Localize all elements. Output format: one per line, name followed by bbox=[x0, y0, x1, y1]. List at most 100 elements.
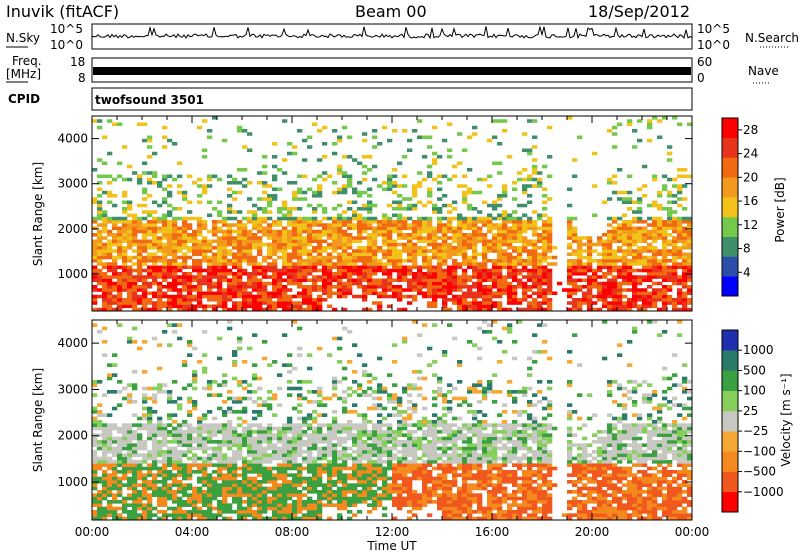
velocity-cell bbox=[167, 396, 173, 401]
power-cell bbox=[392, 252, 398, 257]
velocity-cell bbox=[282, 513, 288, 517]
power-cell bbox=[202, 268, 208, 273]
power-cell bbox=[507, 262, 513, 266]
power-cell bbox=[102, 249, 108, 253]
velocity-cell bbox=[97, 423, 103, 427]
velocity-cell bbox=[322, 496, 328, 501]
power-cell bbox=[157, 220, 163, 224]
velocity-cell bbox=[337, 440, 343, 444]
velocity-cell bbox=[92, 473, 98, 477]
power-cell bbox=[322, 223, 328, 227]
velocity-cell bbox=[177, 510, 183, 514]
velocity-cell bbox=[317, 483, 323, 487]
power-cell bbox=[182, 288, 188, 292]
power-cell bbox=[437, 262, 443, 266]
power-cell bbox=[107, 200, 113, 205]
power-cell bbox=[617, 259, 623, 263]
power-cell bbox=[107, 233, 113, 237]
velocity-cell bbox=[102, 413, 108, 417]
velocity-cell bbox=[207, 433, 213, 437]
power-cell bbox=[682, 304, 688, 309]
power-cell bbox=[527, 220, 533, 224]
velocity-cell bbox=[177, 466, 183, 471]
power-cell bbox=[227, 236, 233, 240]
power-cell bbox=[667, 252, 673, 257]
power-cell bbox=[517, 239, 523, 244]
power-cell bbox=[397, 207, 403, 211]
velocity-cell bbox=[227, 446, 233, 451]
velocity-cell bbox=[242, 443, 248, 447]
power-cell bbox=[317, 268, 323, 273]
power-cell bbox=[647, 268, 653, 273]
velocity-cell bbox=[337, 456, 343, 461]
power-cell bbox=[267, 236, 273, 240]
velocity-cell bbox=[197, 433, 203, 437]
power-cell bbox=[507, 294, 513, 299]
power-cell bbox=[172, 288, 178, 292]
velocity-cell bbox=[217, 476, 223, 481]
power-cell bbox=[682, 307, 688, 312]
power-cell bbox=[207, 298, 213, 302]
power-cell bbox=[127, 213, 133, 218]
power-cell bbox=[327, 262, 333, 266]
power-cell bbox=[237, 220, 243, 224]
power-cell bbox=[577, 135, 583, 140]
power-cell bbox=[522, 239, 528, 244]
velocity-cell bbox=[92, 450, 98, 454]
power-cell bbox=[282, 291, 288, 296]
power-cell bbox=[652, 291, 658, 296]
power-cell bbox=[142, 259, 148, 263]
power-cell bbox=[147, 229, 153, 234]
power-cell bbox=[507, 272, 513, 276]
velocity-cell bbox=[207, 506, 213, 511]
power-cell bbox=[202, 148, 208, 153]
power-cell bbox=[547, 268, 553, 273]
power-cell bbox=[297, 265, 303, 270]
velocity-cell bbox=[352, 486, 358, 491]
velocity-cell bbox=[117, 480, 123, 484]
power-cell bbox=[457, 242, 463, 247]
power-cell bbox=[437, 281, 443, 286]
velocity-cell bbox=[167, 493, 173, 497]
power-cell bbox=[257, 239, 263, 244]
power-cell bbox=[152, 239, 158, 244]
velocity-cell bbox=[147, 483, 153, 487]
power-cell bbox=[572, 291, 578, 296]
power-cell bbox=[677, 252, 683, 257]
power-cell bbox=[477, 291, 483, 296]
velocity-cell bbox=[252, 390, 258, 394]
power-cell bbox=[372, 164, 378, 169]
velocity-cell bbox=[197, 360, 203, 364]
velocity-cell bbox=[152, 386, 158, 391]
power-cell bbox=[442, 275, 448, 279]
power-cell bbox=[342, 229, 348, 234]
power-cell bbox=[252, 255, 258, 260]
velocity-cell bbox=[242, 490, 248, 494]
power-cell bbox=[462, 294, 468, 299]
velocity-cell bbox=[332, 446, 338, 451]
power-cell bbox=[262, 197, 268, 201]
power-cell bbox=[542, 255, 548, 260]
power-cell bbox=[617, 223, 623, 227]
velocity-cell bbox=[127, 513, 133, 517]
velocity-cell bbox=[152, 480, 158, 484]
velocity-cell bbox=[172, 456, 178, 461]
power-cell bbox=[292, 252, 298, 257]
velocity-cell bbox=[352, 436, 358, 441]
velocity-cell bbox=[132, 443, 138, 447]
velocity-cell bbox=[97, 516, 103, 521]
velocity-cell bbox=[162, 490, 168, 494]
power-cell bbox=[272, 223, 278, 227]
power-cell bbox=[432, 275, 438, 279]
velocity-cell bbox=[287, 430, 293, 434]
velocity-cell bbox=[92, 483, 98, 487]
velocity-cell bbox=[257, 453, 263, 457]
power-cell bbox=[517, 226, 523, 231]
power-cell bbox=[512, 226, 518, 231]
power-cell bbox=[512, 265, 518, 270]
power-cell bbox=[317, 301, 323, 305]
velocity-cell bbox=[297, 410, 303, 414]
power-cell bbox=[532, 307, 538, 312]
power-cell bbox=[682, 278, 688, 283]
power-cell bbox=[322, 229, 328, 234]
